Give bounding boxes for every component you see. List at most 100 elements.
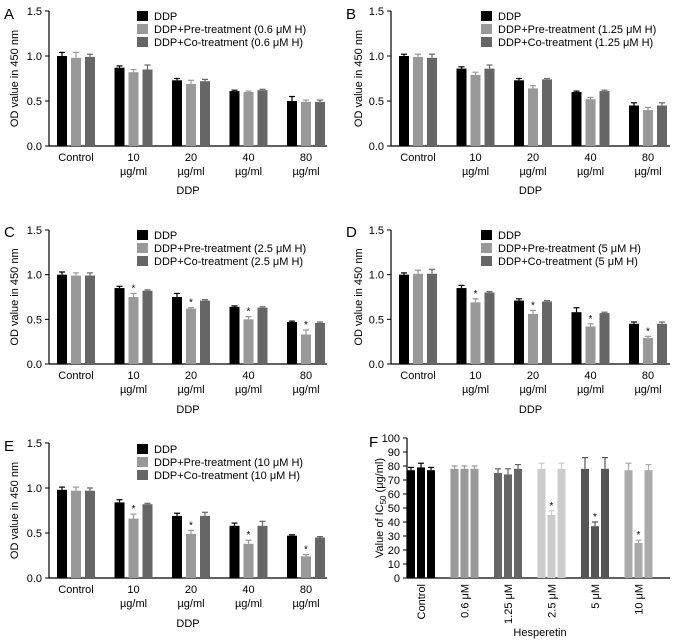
bar	[413, 273, 423, 364]
x-tick-label: µg/ml	[292, 166, 319, 178]
y-axis-label: OD value in 450 nm	[9, 248, 21, 345]
x-tick-label: 40	[242, 584, 254, 596]
y-tick-label: 20	[388, 545, 400, 557]
x-axis-label: DDP	[176, 185, 199, 197]
y-axis-label: OD value in 450 nm	[9, 30, 21, 127]
bar	[528, 88, 538, 146]
y-tick-label: 1.0	[27, 483, 42, 495]
bar	[257, 525, 268, 578]
x-tick-label: 80	[642, 370, 654, 382]
y-tick-label: 0.0	[27, 359, 42, 371]
significance-star: *	[247, 307, 251, 318]
bar	[591, 526, 599, 578]
bar	[142, 69, 153, 146]
bar	[601, 468, 609, 578]
bar	[57, 274, 67, 364]
significance-star: *	[189, 298, 193, 309]
bar	[114, 502, 125, 578]
significance-star: *	[132, 283, 136, 294]
significance-star: *	[304, 320, 308, 331]
panel-letter: D	[346, 224, 357, 241]
x-tick-label: µg/ml	[292, 384, 319, 396]
significance-star: *	[637, 530, 641, 541]
legend-swatch	[481, 24, 492, 34]
significance-star: *	[550, 501, 554, 512]
bar	[85, 56, 95, 146]
significance-star: *	[189, 520, 193, 531]
x-tick-label: µg/ml	[177, 598, 204, 610]
y-tick-label: 0.5	[369, 314, 384, 326]
x-tick-label: Control	[58, 584, 93, 596]
bar	[301, 556, 311, 578]
bar	[200, 515, 210, 578]
bar	[57, 489, 67, 578]
x-tick-label: 10	[469, 370, 481, 382]
bar	[142, 290, 153, 364]
bar	[128, 297, 139, 364]
x-tick-label: µg/ml	[462, 166, 489, 178]
bar	[71, 490, 81, 578]
x-tick-label: µg/ml	[292, 598, 319, 610]
y-tick-label: 100	[382, 433, 400, 445]
y-axis-label: OD value in 450 nm	[353, 30, 365, 127]
bar	[644, 470, 653, 578]
x-tick-label: 20	[527, 370, 539, 382]
bar	[142, 504, 153, 578]
panel-letter: B	[346, 6, 356, 23]
bar	[57, 56, 67, 146]
x-tick-label: 20	[185, 370, 197, 382]
legend-swatch	[481, 256, 492, 266]
bar	[315, 101, 325, 146]
y-tick-label: 1.0	[27, 51, 42, 63]
x-tick-label: µg/ml	[577, 384, 604, 396]
bar	[484, 292, 495, 364]
legend-label: DDP+Pre-treatment (1.25 μM H)	[498, 24, 656, 36]
bar	[128, 72, 139, 146]
legend-swatch	[137, 11, 148, 21]
bar	[470, 468, 479, 578]
y-tick-label: 70	[388, 475, 400, 487]
legend-label: DDP+Pre-treatment (2.5 μM H)	[154, 243, 306, 255]
x-tick-label: Control	[400, 152, 435, 164]
x-tick-label: 20	[185, 152, 197, 164]
x-tick-label: 80	[300, 152, 312, 164]
x-tick-label: µg/ml	[120, 384, 147, 396]
y-axis-label: OD value in 450 nm	[353, 248, 365, 345]
bar	[547, 515, 556, 578]
panel-letter: A	[4, 6, 14, 23]
legend-swatch	[137, 457, 148, 467]
bar	[581, 468, 589, 578]
legend-swatch	[137, 470, 148, 480]
bar	[657, 323, 667, 364]
bar	[229, 306, 240, 364]
y-axis-label-subscript: 50	[379, 495, 388, 504]
legend-swatch	[137, 24, 148, 34]
x-tick-label: µg/ml	[177, 166, 204, 178]
y-axis-label-main: Value of IC	[374, 504, 386, 558]
legend-label: DDP+Pre-treatment (0.6 μM H)	[154, 24, 306, 36]
bar	[571, 92, 582, 146]
x-tick-label: Control	[400, 370, 435, 382]
y-tick-label: 1.5	[27, 225, 42, 237]
legend-swatch	[137, 37, 148, 47]
bar	[571, 312, 582, 364]
bar	[315, 322, 325, 364]
bar	[287, 101, 297, 146]
y-tick-label: 0.5	[27, 314, 42, 326]
bar	[186, 533, 196, 578]
x-tick-label: 10	[127, 152, 139, 164]
bar	[287, 535, 297, 578]
bar	[413, 56, 423, 146]
bar	[71, 57, 81, 146]
y-tick-label: 1.0	[27, 270, 42, 282]
y-tick-label: 1.5	[27, 6, 42, 18]
x-tick-label: 80	[642, 152, 654, 164]
x-tick-label: µg/ml	[120, 598, 147, 610]
significance-star: *	[593, 512, 597, 523]
x-tick-label: 40	[584, 152, 596, 164]
x-tick-label: µg/ml	[634, 384, 661, 396]
significance-star: *	[247, 530, 251, 541]
bar	[114, 288, 125, 364]
bar	[470, 74, 481, 146]
